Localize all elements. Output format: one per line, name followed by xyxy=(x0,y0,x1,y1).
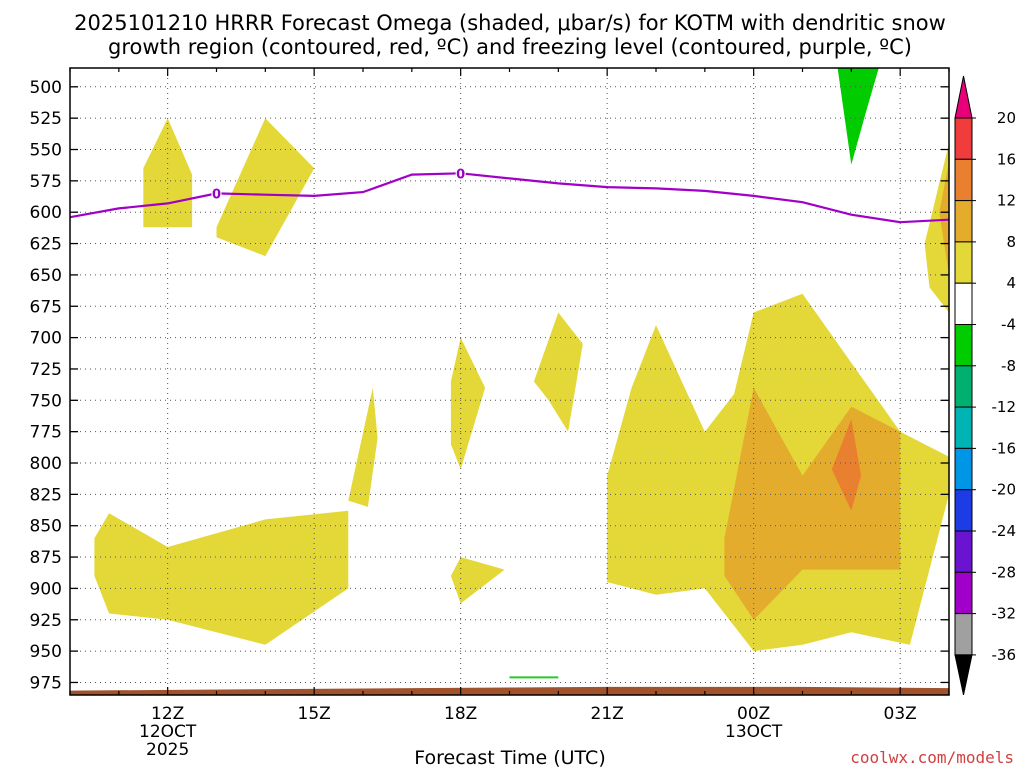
colorbar-bottom-arrow xyxy=(954,654,973,696)
y-tick-label-675: 675 xyxy=(30,297,62,317)
terrain-layer xyxy=(70,686,949,695)
omega-region-4 xyxy=(450,337,486,470)
y-tick-label-750: 750 xyxy=(30,391,62,411)
y-tick-label-800: 800 xyxy=(30,454,62,474)
colorbar-segment-6 xyxy=(954,324,973,367)
colorbar-segment-11 xyxy=(954,530,973,573)
y-tick-label-925: 925 xyxy=(30,611,62,631)
y-tick-label-500: 500 xyxy=(30,78,62,98)
omega-region-8 xyxy=(924,143,949,313)
x-tick-label-6-0: 18Z xyxy=(444,704,477,724)
y-tick-label-575: 575 xyxy=(30,172,62,192)
omega-region-1 xyxy=(216,118,315,257)
colorbar-label-0: 20 xyxy=(997,109,1016,127)
colorbar-label-10: -24 xyxy=(992,522,1017,540)
terrain-band xyxy=(70,686,949,695)
omega-region-11 xyxy=(831,419,862,511)
colorbar-label-5: -4 xyxy=(1001,316,1016,334)
colorbar-segment-1 xyxy=(954,117,973,160)
x-tick-label-3-0: 15Z xyxy=(298,704,331,724)
omega-region-10 xyxy=(939,162,949,275)
y-tick-label-775: 775 xyxy=(30,423,62,443)
x-tick-label-12-0: 00Z xyxy=(737,704,770,724)
omega-region-3 xyxy=(348,387,378,507)
y-tick-label-550: 550 xyxy=(30,141,62,161)
x-tick-label-0-0: 12Z xyxy=(151,704,184,724)
colorbar-segment-13 xyxy=(954,613,973,656)
omega-region-9 xyxy=(724,387,901,620)
colorbar-segment-8 xyxy=(954,406,973,449)
y-tick-label-600: 600 xyxy=(30,203,62,223)
colorbar: 20 16 12 8 4 -4 -8 -12 -16 -20 -24 -28 -32 -36 xyxy=(954,75,1017,696)
freezing-label-bg-1 xyxy=(455,165,466,181)
colorbar-label-8: -16 xyxy=(992,439,1017,457)
contour-lines: 00 xyxy=(70,165,949,679)
colorbar-segment-2 xyxy=(954,158,973,202)
colorbar-label-12: -32 xyxy=(992,605,1017,623)
colorbar-label-7: -12 xyxy=(992,398,1017,416)
colorbar-segment-5 xyxy=(954,282,973,326)
freezing-level-label-0: 0 xyxy=(212,187,221,202)
omega-region-6 xyxy=(533,312,583,432)
y-tick-label-650: 650 xyxy=(30,266,62,286)
colorbar-label-11: -28 xyxy=(992,563,1017,581)
y-tick-label-875: 875 xyxy=(30,548,62,568)
colorbar-segment-10 xyxy=(954,489,973,532)
freezing-level-label-1: 0 xyxy=(456,167,465,182)
freezing-level-line xyxy=(70,172,949,224)
colorbar-segment-12 xyxy=(954,571,973,615)
y-tick-label-725: 725 xyxy=(30,360,62,380)
colorbar-segment-7 xyxy=(954,365,973,408)
omega-region-2 xyxy=(94,510,349,645)
colorbar-label-6: -8 xyxy=(1001,357,1016,375)
omega-region-12 xyxy=(837,68,879,165)
freezing-label-bg-0 xyxy=(211,185,222,201)
chart-title-line1: 2025101210 HRRR Forecast Omega (shaded, … xyxy=(74,11,946,35)
colorbar-label-1: 16 xyxy=(997,150,1016,168)
colorbar-segment-3 xyxy=(954,200,973,243)
colorbar-label-9: -20 xyxy=(992,481,1017,499)
omega-region-0 xyxy=(143,118,193,228)
colorbar-label-4: 4 xyxy=(1006,274,1016,292)
colorbar-segment-9 xyxy=(954,447,973,491)
y-tick-label-525: 525 xyxy=(30,109,62,129)
y-tick-label-900: 900 xyxy=(30,579,62,599)
y-tick-label-825: 825 xyxy=(30,485,62,505)
x-tick-label-9-0: 21Z xyxy=(591,704,624,724)
y-tick-label-950: 950 xyxy=(30,642,62,662)
x-axis-label: Forecast Time (UTC) xyxy=(414,747,605,768)
y-tick-label-700: 700 xyxy=(30,329,62,349)
colorbar-top-arrow xyxy=(954,75,973,119)
omega-region-5 xyxy=(450,557,505,604)
colorbar-label-2: 12 xyxy=(997,192,1016,210)
x-tick-label-0-1: 12OCT xyxy=(139,722,197,742)
y-axis-ticks: 500 525 550 575 600 625 650 675 700 725 750 775 800 8… xyxy=(30,78,949,693)
y-tick-label-975: 975 xyxy=(30,673,62,693)
omega-shading xyxy=(94,68,949,652)
x-tick-label-0-2: 2025 xyxy=(146,740,189,760)
colorbar-segment-4 xyxy=(954,241,973,284)
chart-title-line2: growth region (contoured, red, ºC) and f… xyxy=(108,35,912,59)
x-tick-label-15-0: 03Z xyxy=(884,704,917,724)
credit-text: coolwx.com/models xyxy=(850,748,1014,767)
y-tick-label-850: 850 xyxy=(30,517,62,537)
colorbar-label-13: -36 xyxy=(992,646,1017,664)
x-tick-label-12-1: 13OCT xyxy=(725,722,783,742)
colorbar-label-3: 8 xyxy=(1006,233,1016,251)
y-tick-label-625: 625 xyxy=(30,235,62,255)
